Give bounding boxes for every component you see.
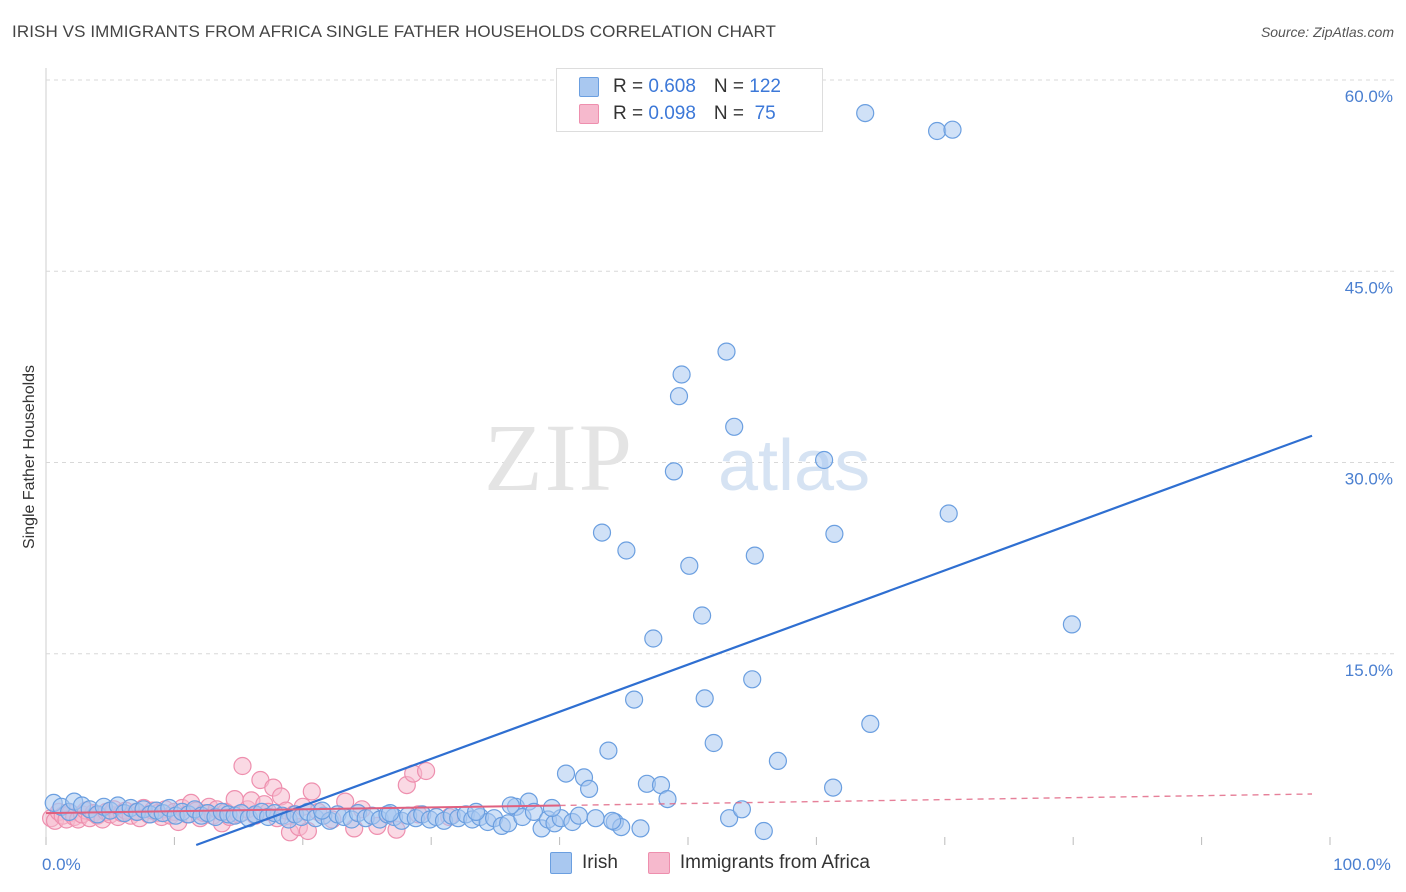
irish-point	[524, 802, 544, 822]
legend-irish-n: 122	[749, 76, 781, 97]
legend-item-irish[interactable]: Irish	[550, 852, 618, 874]
irish-point	[644, 629, 663, 648]
irish-point	[669, 387, 689, 406]
africa-point	[233, 756, 252, 776]
irish-point	[658, 789, 677, 809]
irish-point	[556, 764, 576, 783]
irish-point	[586, 809, 605, 828]
irish-point	[599, 741, 618, 760]
correlation-legend: R = 0.608 N = 122 R = 0.098 N = 75	[556, 68, 823, 132]
x-tick-label: 100.0%	[1333, 855, 1391, 874]
africa-swatch	[579, 104, 599, 124]
legend-irish-r: 0.608	[648, 76, 696, 97]
irish-point	[943, 120, 962, 139]
irish-point	[743, 670, 762, 689]
africa-point	[302, 782, 321, 801]
watermark: ZIP atlas	[484, 404, 870, 511]
legend-row-irish: R = 0.608 N = 122	[579, 74, 781, 100]
legend-irish-n-label: N =	[713, 76, 750, 97]
irish-point	[579, 779, 599, 799]
watermark-zip: ZIP	[484, 404, 634, 511]
irish-trend-line	[195, 434, 1313, 847]
irish-point	[939, 504, 958, 523]
legend-africa-r-label: R =	[613, 103, 649, 124]
y-tick-label: 60.0%	[1345, 87, 1393, 106]
irish-point	[719, 809, 739, 828]
legend-item-africa[interactable]: Immigrants from Africa	[647, 852, 870, 874]
irish-point	[823, 778, 843, 797]
axis-ticks: 15.0% 30.0% 45.0% 60.0% 0.0% 100.0%	[42, 87, 1393, 874]
irish-point	[717, 342, 736, 361]
irish-point	[745, 546, 764, 565]
chart-title: IRISH VS IMMIGRANTS FROM AFRICA SINGLE F…	[12, 22, 776, 41]
irish-point	[725, 417, 744, 436]
irish-point	[313, 801, 332, 820]
irish-points	[44, 103, 1082, 841]
irish-point	[542, 798, 562, 818]
irish-point	[754, 821, 773, 841]
irish-point	[592, 523, 612, 542]
irish-point	[569, 806, 589, 825]
legend-label-africa: Immigrants from Africa	[679, 852, 870, 873]
legend-irish-r-label: R =	[613, 76, 649, 97]
irish-point	[603, 811, 622, 830]
irish-point	[680, 556, 699, 575]
irish-point	[704, 733, 723, 753]
y-tick-label: 45.0%	[1345, 278, 1393, 297]
irish-point	[695, 689, 714, 708]
irish-point	[624, 690, 644, 709]
africa-point	[417, 761, 436, 781]
irish-swatch	[579, 77, 599, 97]
irish-point	[672, 365, 691, 384]
irish-point	[768, 751, 788, 771]
irish-point	[856, 103, 875, 123]
trend-lines	[45, 434, 1313, 847]
irish-point	[861, 714, 880, 734]
legend-row-africa: R = 0.098 N = 75	[579, 101, 776, 127]
irish-point	[617, 541, 636, 560]
legend-africa-r: 0.098	[648, 103, 696, 124]
y-tick-label: 30.0%	[1345, 470, 1393, 489]
legend-africa-n: 75	[749, 103, 776, 124]
x-tick-label: 0.0%	[42, 855, 81, 874]
irish-point	[825, 524, 844, 544]
africa-trend-line-dashed	[559, 793, 1313, 807]
legend-label-irish: Irish	[582, 852, 618, 873]
irish-point	[664, 462, 684, 481]
africa-legend-swatch	[647, 852, 670, 874]
irish-point	[692, 606, 712, 625]
y-tick-label: 15.0%	[1345, 661, 1393, 680]
source-credit: Source: ZipAtlas.com	[1260, 24, 1394, 40]
africa-trend-line	[45, 804, 560, 815]
irish-point	[1062, 615, 1082, 634]
irish-point	[927, 121, 947, 141]
irish-legend-swatch	[550, 852, 572, 874]
legend-africa-n-label: N =	[713, 103, 750, 124]
irish-point	[814, 450, 834, 470]
irish-point	[732, 800, 752, 819]
series-legend: Irish Immigrants from Africa	[550, 852, 900, 874]
watermark-atlas: atlas	[718, 426, 870, 506]
irish-point	[631, 819, 650, 838]
